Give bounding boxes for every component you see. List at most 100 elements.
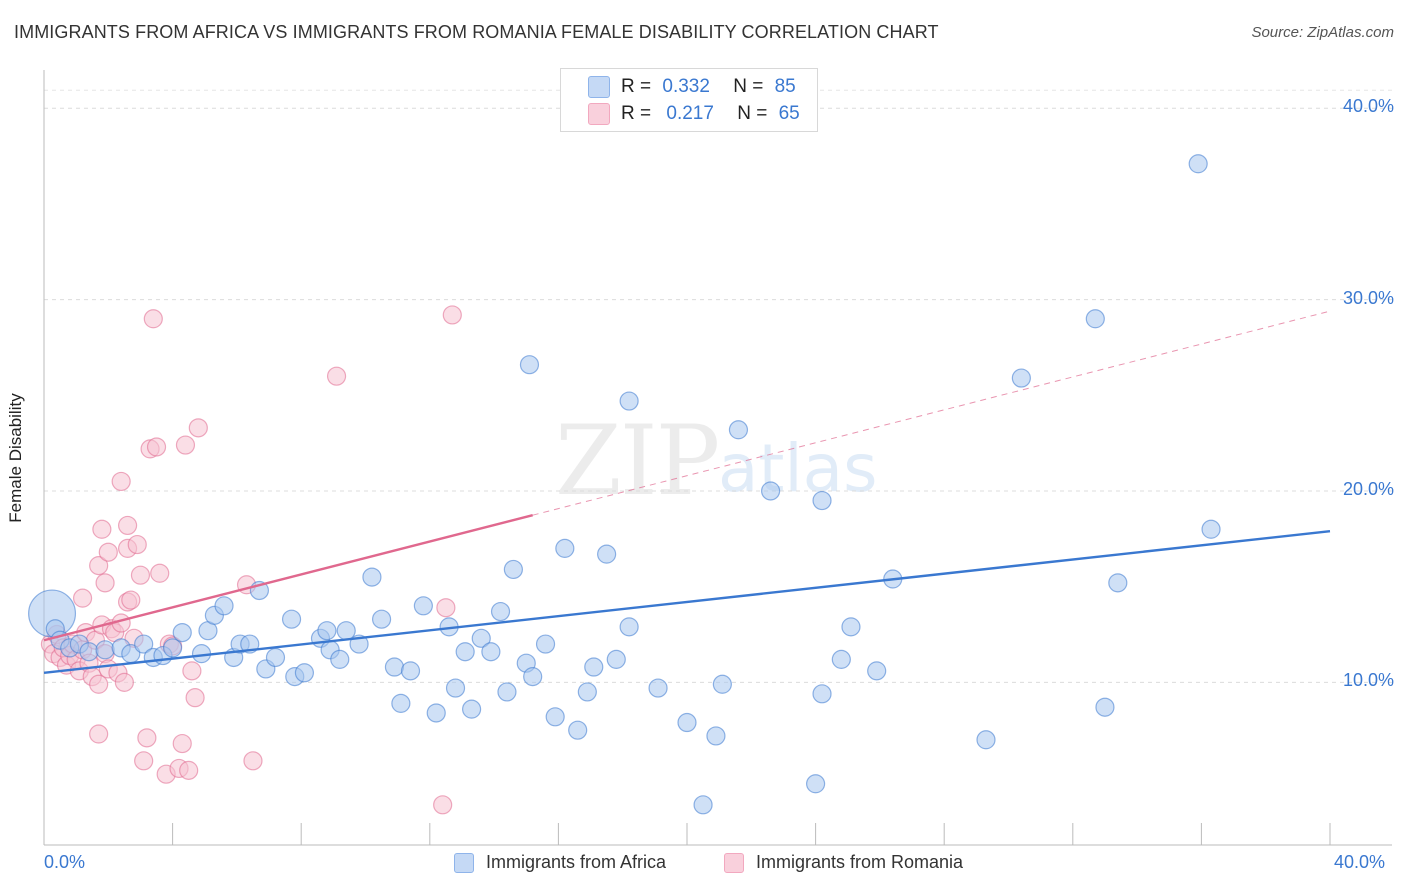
stats-legend: R = 0.332 N = 85 R = 0.217 N = 65	[560, 68, 818, 132]
data-points	[28, 154, 1221, 815]
point-africa-43	[461, 699, 482, 719]
point-africa-81	[1188, 154, 1208, 174]
y-tick-label-10: 10.0%	[1342, 670, 1394, 691]
point-romania-30	[111, 471, 131, 492]
point-africa-39	[426, 703, 446, 723]
point-africa-56	[577, 682, 597, 702]
point-africa-34	[371, 609, 392, 629]
point-africa-80	[1108, 573, 1128, 593]
point-africa-73	[841, 617, 861, 637]
point-romania-57	[436, 598, 456, 618]
point-romania-49	[179, 760, 199, 780]
point-africa-31	[336, 621, 356, 641]
point-romania-23	[95, 573, 115, 593]
r-value-romania: 0.217	[666, 103, 714, 124]
point-romania-35	[127, 534, 147, 555]
point-africa-9	[134, 634, 154, 654]
point-africa-67	[728, 420, 749, 440]
point-africa-60	[619, 617, 639, 637]
point-romania-47	[172, 733, 192, 754]
r-label: R =	[621, 76, 652, 97]
n-value-africa: 85	[774, 76, 796, 97]
point-africa-79	[1095, 697, 1115, 717]
point-africa-48	[503, 559, 523, 580]
legend-swatch-romania	[588, 103, 610, 125]
point-africa-46	[490, 601, 511, 622]
watermark-zip: ZIP	[555, 405, 720, 517]
point-romania-41	[146, 437, 167, 457]
point-romania-20	[72, 588, 93, 608]
series-africa	[28, 154, 1221, 815]
point-africa-68	[760, 481, 781, 501]
trend-line-romania	[43, 514, 533, 642]
point-africa-28	[317, 621, 337, 641]
point-romania-36	[130, 565, 151, 585]
y-axis-label: Female Disability	[6, 393, 25, 523]
point-romania-50	[182, 661, 202, 681]
n-label: N =	[737, 103, 768, 124]
point-africa-82	[1201, 519, 1221, 539]
point-romania-42	[150, 563, 170, 583]
point-africa-17	[214, 596, 234, 616]
point-africa-5	[79, 642, 99, 662]
r-label: R =	[621, 103, 652, 124]
point-africa-64	[693, 795, 713, 815]
point-africa-66	[712, 674, 732, 694]
n-value-romania: 65	[778, 103, 800, 124]
point-romania-40	[143, 309, 163, 329]
point-africa-45	[481, 642, 501, 662]
point-romania-54	[243, 751, 263, 771]
y-tick-label-30: 30.0%	[1342, 287, 1394, 308]
point-romania-38	[137, 728, 157, 748]
point-africa-55	[568, 720, 588, 740]
n-label: N =	[733, 76, 764, 97]
watermark-atlas: atlas	[718, 430, 878, 507]
point-africa-78	[1085, 309, 1105, 329]
point-africa-61	[619, 391, 639, 411]
point-africa-69	[805, 774, 826, 794]
point-romania-52	[188, 418, 208, 438]
point-romania-58	[442, 305, 462, 325]
legend-swatch-africa	[454, 852, 474, 873]
r-value-africa: 0.332	[662, 76, 710, 97]
point-africa-30	[330, 649, 350, 669]
point-romania-37	[134, 751, 154, 771]
point-africa-58	[597, 544, 617, 564]
point-romania-56	[433, 795, 453, 815]
chart-title: IMMIGRANTS FROM AFRICA VS IMMIGRANTS FRO…	[14, 22, 939, 42]
point-africa-72	[831, 649, 851, 669]
point-romania-28	[114, 672, 134, 692]
point-africa-54	[555, 538, 575, 558]
point-romania-21	[89, 556, 109, 576]
point-africa-33	[362, 567, 382, 587]
series-romania	[40, 305, 462, 815]
legend-item-romania[interactable]: Immigrants from Romania	[724, 852, 963, 873]
point-africa-70	[812, 490, 832, 511]
point-africa-37	[400, 661, 421, 681]
legend-item-africa[interactable]: Immigrants from Africa	[454, 852, 666, 873]
point-africa-57	[584, 657, 604, 677]
legend-swatch-romania	[724, 852, 744, 873]
series-legend: Immigrants from Africa Immigrants from R…	[0, 852, 1406, 878]
point-romania-55	[326, 366, 347, 386]
point-romania-15	[89, 674, 109, 694]
point-africa-47	[497, 682, 517, 702]
point-africa-50	[519, 355, 540, 375]
point-africa-76	[976, 730, 996, 750]
y-tick-label-20: 20.0%	[1342, 478, 1394, 499]
point-romania-59	[89, 724, 109, 744]
y-tick-label-40: 40.0%	[1342, 96, 1394, 117]
point-romania-22	[92, 519, 112, 539]
point-africa-77	[1011, 368, 1031, 388]
legend-label-romania: Immigrants from Romania	[756, 852, 964, 872]
point-africa-63	[677, 712, 697, 733]
point-africa-12	[163, 638, 183, 658]
x-tick-max: 40.0%	[1334, 852, 1386, 872]
point-africa-13	[172, 622, 192, 643]
legend-label-africa: Immigrants from Africa	[486, 852, 667, 872]
point-romania-51	[185, 688, 205, 708]
point-romania-48	[175, 435, 196, 455]
point-africa-53	[545, 707, 565, 727]
point-africa-35	[384, 657, 405, 677]
